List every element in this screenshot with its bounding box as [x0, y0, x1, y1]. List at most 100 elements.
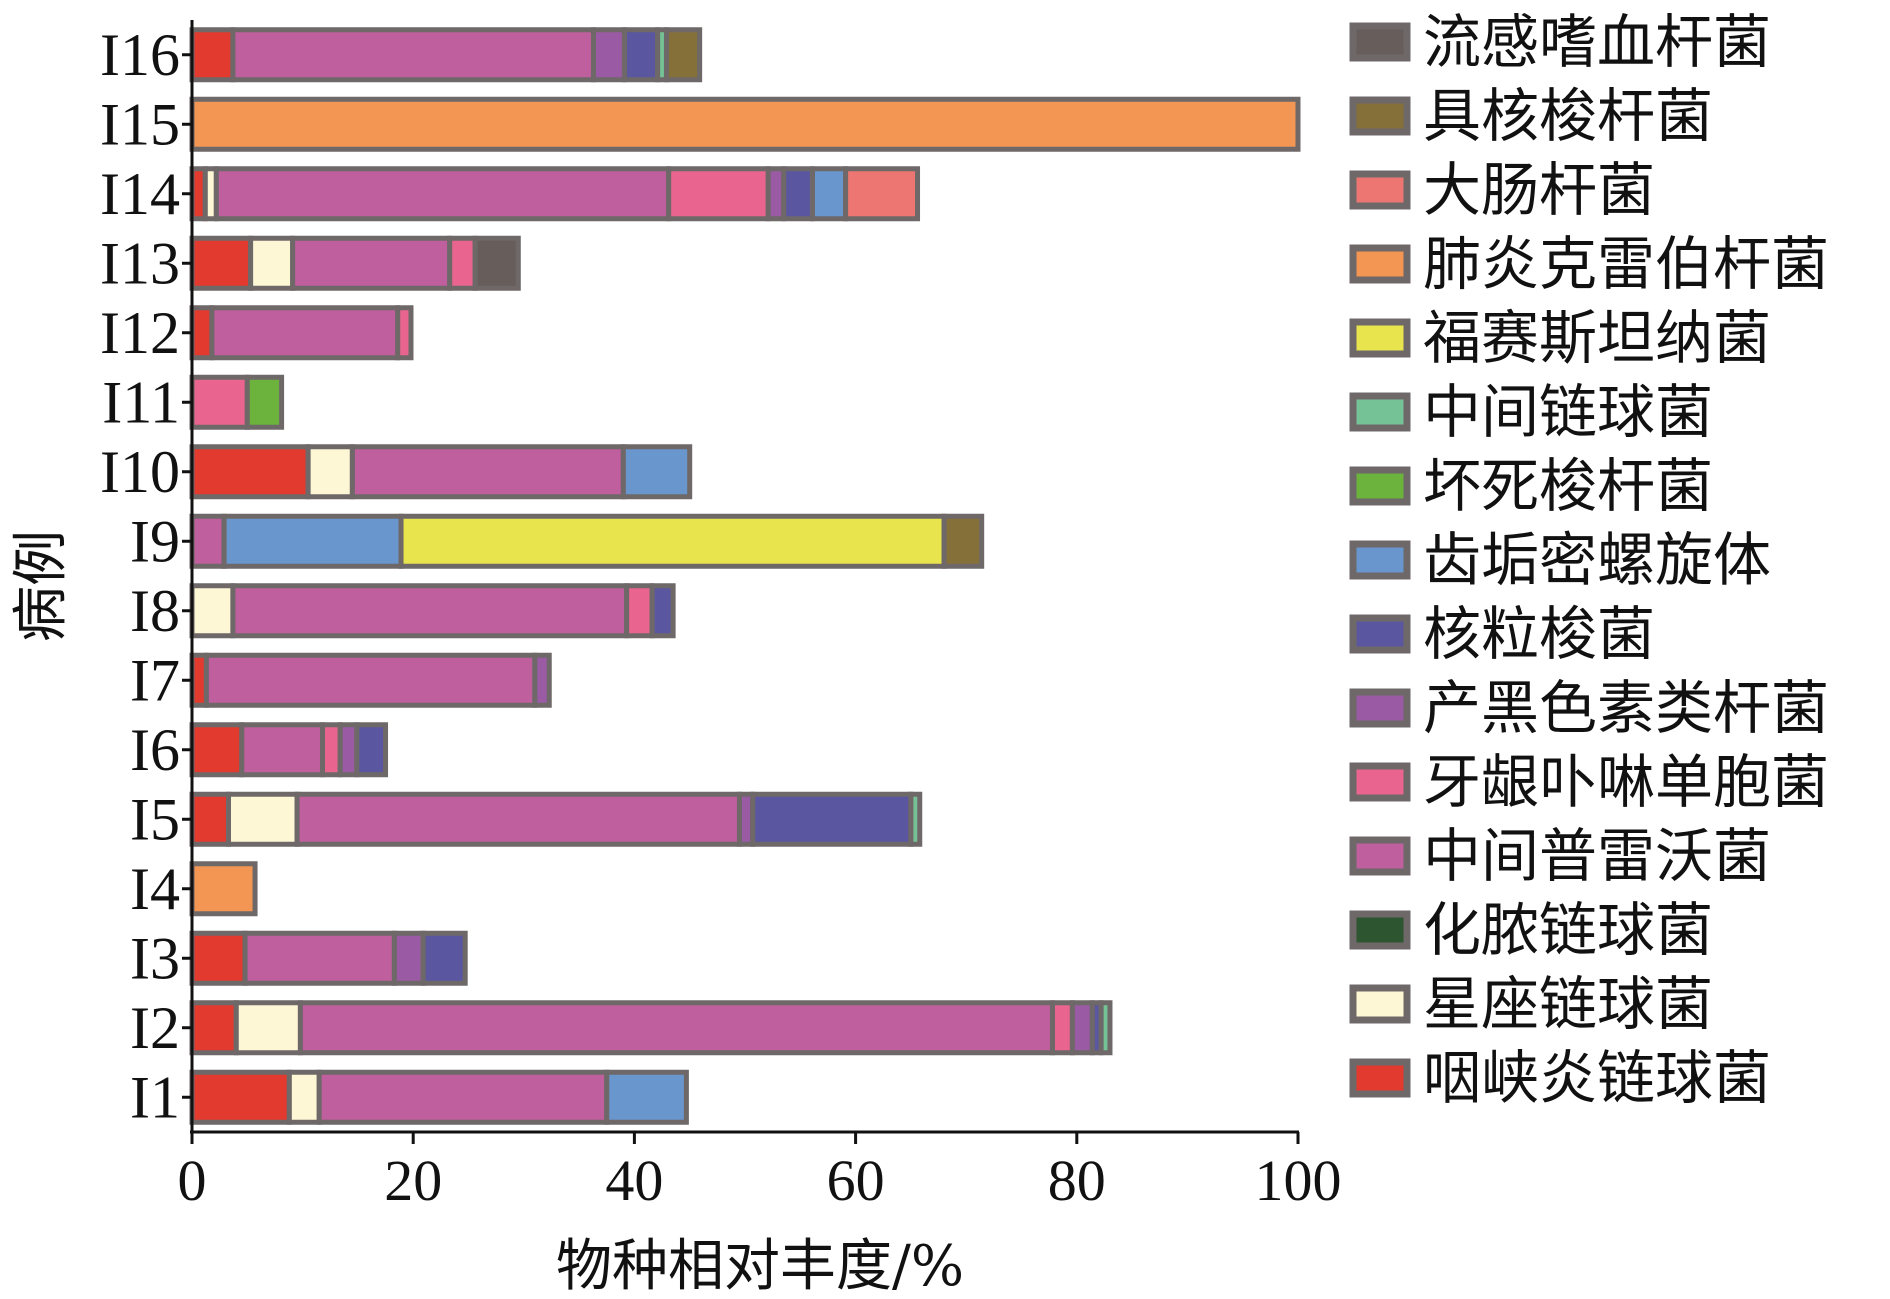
- bar-segment-I1-8: [604, 1069, 689, 1125]
- bar-segment-I11-9: [244, 374, 285, 430]
- bar-segment-I13-4: [290, 235, 453, 291]
- legend-swatch-2: [1349, 984, 1411, 1024]
- bar-segment-I5-2: [225, 791, 300, 847]
- x-axis: 0 20 40 60 80 100: [178, 1130, 1342, 1213]
- legend: 流感嗜血杆菌具核梭杆菌大肠杆菌肺炎克雷伯杆菌福赛斯坦纳菌中间链球菌坏死梭杆菌齿垢…: [1349, 8, 1829, 1112]
- legend-label-4: 中间普雷沃菌: [1423, 822, 1771, 890]
- bar-segment-I2-10: [1098, 1000, 1113, 1056]
- legend-label-14: 具核梭杆菌: [1423, 82, 1713, 150]
- bar-segment-I13-15: [472, 235, 521, 291]
- bar-segment-I4-12: [189, 861, 258, 917]
- category-label-I6: I6: [130, 717, 180, 783]
- legend-swatch-8: [1349, 540, 1411, 580]
- legend-swatch-10: [1349, 392, 1411, 432]
- bar-segment-I13-1: [189, 235, 254, 291]
- legend-swatch-15: [1349, 22, 1411, 62]
- bar-segment-I5-1: [189, 791, 231, 847]
- legend-label-13: 大肠杆菌: [1423, 156, 1655, 224]
- bar-segment-I9-4: [189, 513, 227, 569]
- category-label-I16: I16: [100, 22, 180, 88]
- x-tick-label-20: 20: [384, 1148, 442, 1213]
- bar-segment-I10-2: [305, 444, 355, 500]
- category-label-I10: I10: [100, 439, 180, 505]
- bar-segment-I2-2: [233, 1000, 303, 1056]
- legend-label-6: 产黑色素类杆菌: [1423, 674, 1829, 742]
- x-axis-title: 物种相对丰度/%: [556, 1234, 964, 1299]
- category-label-I13: I13: [100, 230, 180, 296]
- legend-swatch-1: [1349, 1058, 1411, 1098]
- bar-segment-I10-4: [349, 444, 626, 500]
- bar-segment-I10-1: [189, 444, 311, 500]
- bar-segment-I14-8: [809, 166, 849, 222]
- bar-segment-I5-7: [750, 791, 914, 847]
- bar-segment-I13-2: [248, 235, 296, 291]
- bar-segment-I2-5: [1049, 1000, 1075, 1056]
- legend-label-1: 咽峡炎链球菌: [1423, 1044, 1771, 1112]
- legend-label-7: 核粒梭菌: [1423, 600, 1655, 668]
- bar-segment-I12-4: [209, 305, 401, 361]
- category-label-I1: I1: [130, 1064, 180, 1130]
- x-tick-label-60: 60: [827, 1148, 885, 1213]
- bar-segment-I14-4: [213, 166, 672, 222]
- bar-segment-I12-5: [395, 305, 414, 361]
- legend-label-12: 肺炎克雷伯杆菌: [1423, 230, 1829, 298]
- legend-swatch-12: [1349, 244, 1411, 284]
- legend-swatch-13: [1349, 170, 1411, 210]
- category-label-I5: I5: [130, 786, 180, 852]
- category-label-I7: I7: [130, 647, 180, 713]
- category-label-I14: I14: [100, 161, 180, 227]
- legend-label-3: 化脓链球菌: [1423, 896, 1713, 964]
- bar-segment-I16-7: [621, 27, 661, 83]
- category-label-I12: I12: [100, 300, 180, 366]
- bar-segment-I11-5: [189, 374, 250, 430]
- category-label-I2: I2: [130, 995, 180, 1061]
- bar-segment-I5-10: [908, 791, 923, 847]
- bar-segment-I8-5: [624, 583, 655, 639]
- bar-segment-I1-1: [189, 1069, 292, 1125]
- bar-segment-I14-5: [666, 166, 771, 222]
- y-axis-title: 病例: [9, 530, 74, 642]
- x-tick-label-40: 40: [605, 1148, 663, 1213]
- bar-segment-I7-6: [532, 652, 552, 708]
- bar-segment-I8-4: [230, 583, 630, 639]
- legend-label-11: 福赛斯坦纳菌: [1423, 304, 1771, 372]
- legend-label-8: 齿垢密螺旋体: [1423, 526, 1771, 594]
- bar-segment-I14-7: [781, 166, 815, 222]
- category-label-I11: I11: [102, 369, 180, 435]
- legend-label-10: 中间链球菌: [1423, 378, 1713, 446]
- bar-segment-I10-8: [620, 444, 693, 500]
- bar-segment-I3-1: [189, 930, 248, 986]
- bar-segment-I15-12: [189, 96, 1301, 152]
- bar-segment-I9-11: [398, 513, 947, 569]
- bar-segment-I6-7: [354, 722, 389, 778]
- bar-segment-I3-7: [420, 930, 468, 986]
- bars-group: [189, 27, 1301, 1125]
- bar-segment-I6-4: [239, 722, 326, 778]
- bar-segment-I6-1: [189, 722, 245, 778]
- x-tick-label-0: 0: [178, 1148, 207, 1213]
- bar-segment-I9-8: [221, 513, 404, 569]
- legend-label-9: 坏死梭杆菌: [1423, 452, 1713, 520]
- bar-segment-I6-5: [320, 722, 343, 778]
- bar-segment-I8-7: [649, 583, 676, 639]
- bar-segment-I9-14: [941, 513, 985, 569]
- bar-segment-I12-1: [189, 305, 215, 361]
- legend-label-2: 星座链球菌: [1423, 970, 1713, 1038]
- category-label-I15: I15: [100, 91, 180, 157]
- bar-segment-I13-5: [447, 235, 478, 291]
- legend-swatch-6: [1349, 688, 1411, 728]
- x-tick-label-80: 80: [1048, 1148, 1106, 1213]
- x-tick-label-100: 100: [1255, 1148, 1342, 1213]
- legend-label-5: 牙龈卟啉单胞菌: [1423, 748, 1829, 816]
- bar-segment-I1-2: [286, 1069, 322, 1125]
- legend-swatch-4: [1349, 836, 1411, 876]
- legend-swatch-5: [1349, 762, 1411, 802]
- bar-segment-I3-6: [391, 930, 426, 986]
- category-label-I8: I8: [130, 578, 180, 644]
- bar-segment-I14-13: [843, 166, 921, 222]
- bar-segment-I3-4: [242, 930, 397, 986]
- bar-segment-I2-1: [189, 1000, 239, 1056]
- legend-swatch-14: [1349, 96, 1411, 136]
- legend-swatch-3: [1349, 910, 1411, 950]
